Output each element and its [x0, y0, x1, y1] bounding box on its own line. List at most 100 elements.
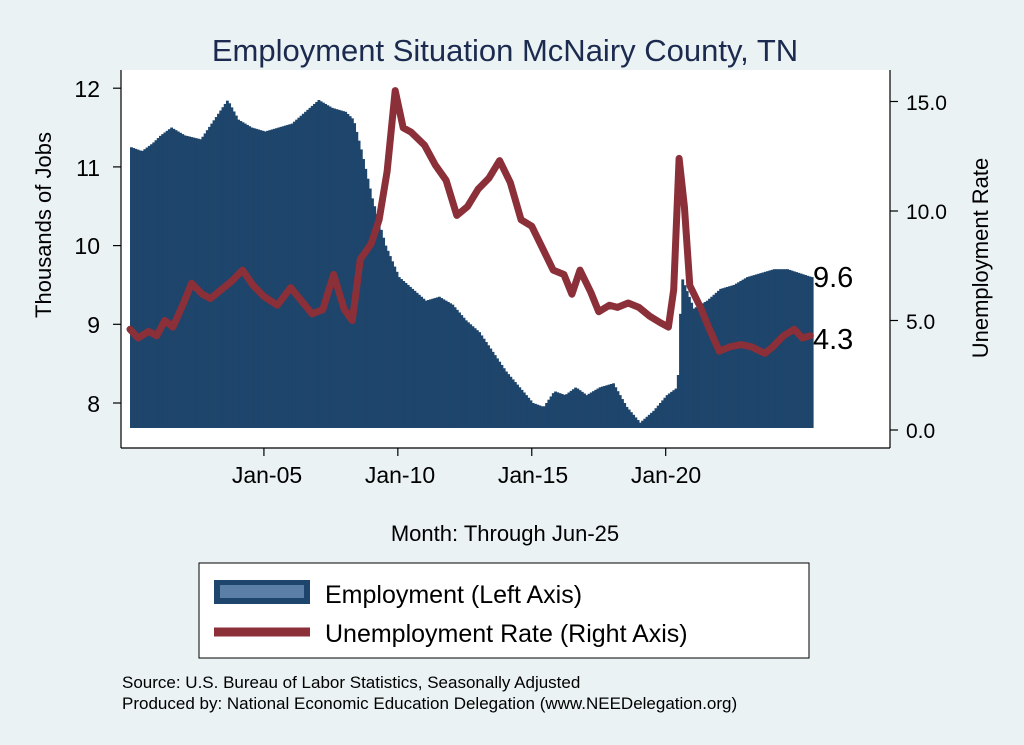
employment-bar	[377, 221, 381, 428]
employment-bar	[444, 300, 448, 428]
y-right-tick-label: 0.0	[906, 420, 935, 443]
employment-bar	[473, 328, 477, 428]
employment-bar	[391, 261, 394, 428]
employment-bar	[728, 286, 732, 428]
employment-bar	[719, 288, 723, 428]
employment-bar	[594, 389, 598, 428]
employment-bar	[426, 300, 430, 428]
employment-bar	[337, 109, 341, 428]
employment-bar	[134, 148, 138, 429]
employment-bar	[281, 126, 285, 429]
employment-bar	[587, 393, 591, 428]
employment-bar	[616, 391, 620, 428]
employment-bar	[138, 150, 142, 428]
employment-bar	[614, 387, 618, 428]
employment-bar	[330, 107, 334, 429]
employment-bar	[210, 123, 214, 429]
employment-bar	[576, 388, 580, 428]
employment-bar	[674, 388, 678, 428]
employment-bar	[254, 128, 258, 429]
employment-bar	[531, 403, 535, 428]
employment-bar	[625, 406, 629, 428]
legend-swatch-employment-inner	[220, 585, 304, 598]
employment-bar	[527, 397, 531, 428]
employment-bar	[259, 130, 263, 429]
employment-bar	[174, 130, 178, 429]
employment-bar	[344, 111, 348, 428]
employment-bar	[266, 130, 269, 428]
employment-bar	[750, 275, 754, 428]
employment-bar	[319, 101, 323, 428]
employment-bar	[132, 148, 136, 429]
employment-bar	[810, 277, 814, 428]
employment-bar	[462, 317, 466, 428]
employment-bar	[212, 120, 216, 428]
employment-bar	[275, 128, 278, 428]
employment-bar	[395, 271, 399, 428]
source-line: Source: U.S. Bureau of Labor Statistics,…	[122, 673, 580, 692]
employment-bar	[130, 147, 133, 428]
employment-bar	[538, 405, 542, 428]
employment-bar	[464, 320, 468, 428]
employment-bar	[136, 149, 140, 428]
employment-bar	[498, 361, 502, 428]
employment-bar	[643, 418, 647, 428]
employment-bar	[321, 102, 325, 428]
employment-bar	[223, 103, 227, 428]
employment-bar	[592, 391, 595, 428]
employment-bar	[429, 299, 432, 428]
employment-bar	[692, 308, 696, 428]
employment-bar	[201, 136, 205, 429]
employment-bar	[509, 376, 513, 428]
chart-title: Employment Situation McNairy County, TN	[212, 33, 798, 68]
employment-bar	[295, 119, 298, 429]
employment-bar	[663, 397, 667, 428]
employment-bar	[375, 214, 379, 428]
employment-bar	[268, 130, 272, 429]
employment-bar	[525, 395, 528, 428]
employment-bar	[156, 138, 160, 429]
employment-bar	[277, 127, 281, 429]
employment-bar	[402, 281, 406, 428]
employment-bar	[786, 269, 790, 428]
employment-bar	[623, 403, 627, 428]
employment-bar	[732, 284, 736, 428]
employment-bar	[545, 403, 548, 428]
employment-bar	[290, 123, 294, 429]
legend-label-employment: Employment (Left Axis)	[325, 581, 582, 609]
employment-bar	[534, 403, 537, 428]
employment-bar	[230, 107, 234, 428]
employment-bar	[449, 303, 453, 428]
employment-bar	[712, 294, 716, 428]
employment-bar	[460, 315, 464, 428]
employment-bar	[143, 149, 147, 428]
employment-bar	[574, 387, 577, 428]
employment-bar	[652, 410, 656, 428]
employment-bar	[556, 392, 560, 428]
employment-bar	[645, 416, 649, 428]
employment-bar	[196, 138, 200, 428]
employment-bar	[737, 282, 740, 428]
employment-bar	[371, 198, 374, 428]
employment-bar	[609, 383, 613, 428]
employment-bar	[504, 371, 508, 428]
employment-bar	[413, 290, 417, 428]
employment-bar	[315, 101, 319, 428]
y-right-tick-label: 15.0	[906, 92, 947, 115]
employment-bar	[446, 302, 450, 428]
employment-bar	[163, 132, 167, 428]
unemployment-last-value-label: 4.3	[813, 324, 853, 356]
employment-bar	[451, 304, 455, 429]
employment-bar	[217, 113, 220, 428]
employment-bar	[596, 388, 600, 428]
employment-bar	[185, 135, 189, 428]
employment-bar	[424, 300, 428, 428]
employment-bar	[145, 147, 149, 429]
employment-bar	[511, 379, 515, 428]
y-left-tick-label: 9	[87, 312, 100, 338]
employment-bar	[779, 269, 783, 428]
employment-bar	[431, 298, 435, 428]
employment-bar	[161, 134, 165, 429]
employment-bar	[502, 368, 506, 428]
employment-bar	[554, 391, 557, 428]
